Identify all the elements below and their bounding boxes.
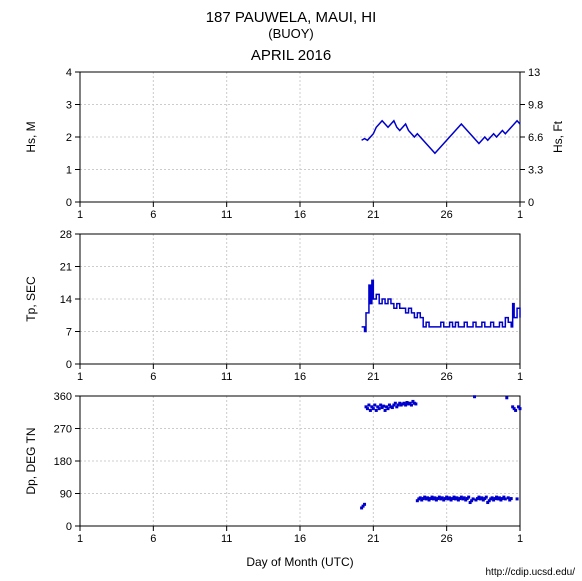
- ytick-label-r: 13: [528, 67, 540, 79]
- xtick-label: 16: [294, 533, 306, 545]
- ytick-label: 0: [66, 197, 72, 209]
- ytick-label: 1: [66, 165, 72, 177]
- xtick-label: 1: [517, 533, 523, 545]
- dp-point: [375, 409, 378, 412]
- ytick-label: 4: [66, 67, 72, 79]
- ytick-label: 2: [66, 132, 72, 144]
- xtick-label: 26: [441, 371, 453, 383]
- dp-point: [510, 497, 513, 500]
- xtick-label: 16: [294, 371, 306, 383]
- dp-point: [394, 402, 397, 405]
- dp-point: [366, 407, 369, 410]
- xtick-label: 6: [150, 209, 156, 221]
- ytick-label: 360: [54, 391, 72, 403]
- ytick-label-r: 6.6: [528, 132, 543, 144]
- ytick-label: 0: [66, 521, 72, 533]
- title-main: 187 PAUWELA, MAUI, HI: [206, 9, 377, 26]
- dp-point: [382, 405, 385, 408]
- dp-point: [372, 407, 375, 410]
- chart-canvas: 187 PAUWELA, MAUI, HI(BUOY)APRIL 2016012…: [0, 0, 582, 581]
- ytick-label: 3: [66, 100, 72, 112]
- ylabel: Tp, SEC: [24, 276, 38, 322]
- ytick-label: 14: [60, 294, 72, 306]
- dp-point: [519, 407, 522, 410]
- xlabel: Day of Month (UTC): [246, 555, 353, 569]
- dp-point: [516, 497, 519, 500]
- dp-point: [505, 396, 508, 399]
- xtick-label: 11: [221, 371, 232, 383]
- ytick-label-r: 3.3: [528, 165, 543, 177]
- month-title: APRIL 2016: [251, 47, 331, 64]
- dp-point: [363, 503, 366, 506]
- ylabel: Dp, DEG TN: [24, 427, 38, 494]
- dp-point: [367, 404, 370, 407]
- xtick-label: 1: [77, 209, 83, 221]
- ytick-label: 7: [66, 327, 72, 339]
- ytick-label: 28: [60, 229, 72, 241]
- ylabel-right: Hs, Ft: [551, 120, 565, 153]
- dp-point: [514, 409, 517, 412]
- dp-point: [485, 496, 488, 499]
- dp-point: [378, 407, 381, 410]
- tp-line: [362, 280, 520, 331]
- xtick-label: 6: [150, 533, 156, 545]
- dp-point: [387, 407, 390, 410]
- ylabel: Hs, M: [24, 121, 38, 152]
- ytick-label: 270: [54, 424, 72, 436]
- xtick-label: 21: [367, 371, 379, 383]
- xtick-label: 1: [77, 533, 83, 545]
- ytick-label: 180: [54, 456, 72, 468]
- xtick-label: 16: [294, 209, 306, 221]
- xtick-label: 26: [441, 533, 453, 545]
- ytick-label: 21: [60, 262, 72, 274]
- xtick-label: 21: [367, 209, 379, 221]
- dp-point: [414, 402, 417, 405]
- xtick-label: 21: [367, 533, 379, 545]
- dp-point: [373, 404, 376, 407]
- xtick-label: 6: [150, 371, 156, 383]
- title-sub: (BUOY): [268, 26, 314, 41]
- xtick-label: 26: [441, 209, 453, 221]
- xtick-label: 11: [221, 209, 232, 221]
- xtick-label: 11: [221, 533, 232, 545]
- dp-point: [473, 395, 476, 398]
- ytick-label: 0: [66, 359, 72, 371]
- ytick-label: 90: [60, 489, 72, 501]
- ytick-label-r: 9.8: [528, 100, 543, 112]
- dp-point: [369, 409, 372, 412]
- dp-point: [467, 496, 470, 499]
- xtick-label: 1: [517, 209, 523, 221]
- dp-point: [472, 497, 475, 500]
- credit: http://cdip.ucsd.edu/: [485, 567, 575, 578]
- dp-point: [384, 409, 387, 412]
- dp-point: [504, 497, 507, 500]
- xtick-label: 1: [77, 371, 83, 383]
- dp-point: [410, 404, 413, 407]
- xtick-label: 1: [517, 371, 523, 383]
- ytick-label-r: 0: [528, 197, 534, 209]
